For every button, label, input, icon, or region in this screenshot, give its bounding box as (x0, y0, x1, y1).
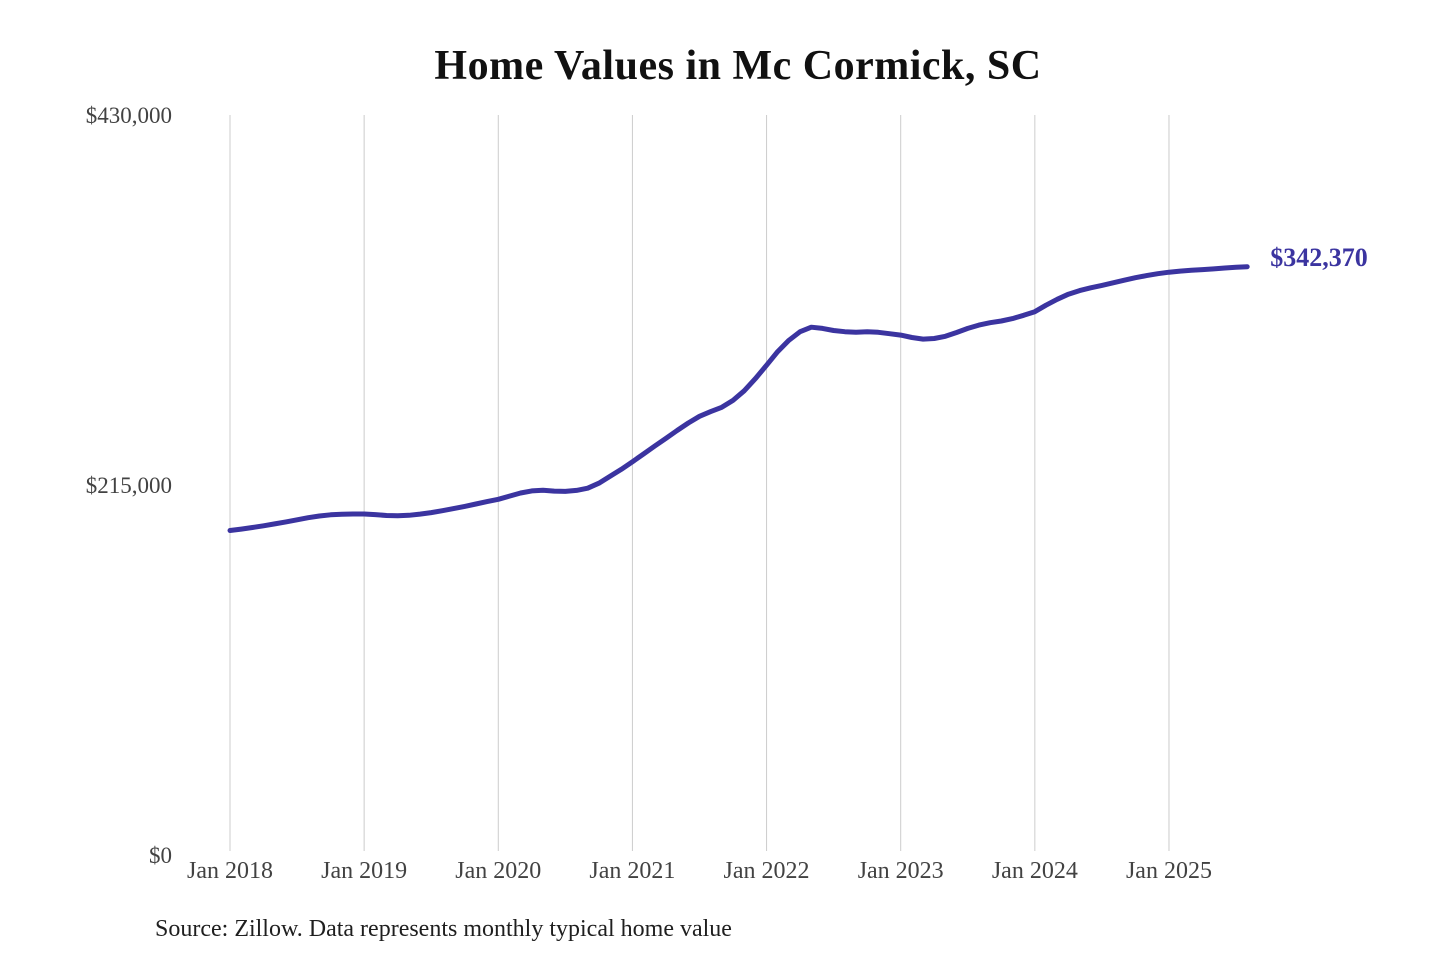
x-tick-label: Jan 2025 (1125, 858, 1212, 884)
x-tick-label: Jan 2019 (321, 858, 408, 884)
y-tick-label: $0 (149, 842, 172, 868)
source-note: Source: Zillow. Data represents monthly … (155, 916, 732, 942)
x-tick-label: Jan 2022 (723, 858, 810, 884)
x-tick-label: Jan 2018 (187, 858, 273, 884)
x-tick-label: Jan 2020 (455, 858, 542, 884)
home-value-line (227, 264, 1250, 533)
y-tick-label: $430,000 (85, 103, 172, 128)
y-tick-label: $215,000 (85, 472, 172, 498)
x-tick-label: Jan 2021 (589, 858, 676, 884)
x-tick-label: Jan 2023 (857, 858, 944, 884)
x-tick-label: Jan 2024 (991, 858, 1078, 884)
gridlines (229, 115, 1170, 851)
chart-title: Home Values in Mc Cormick, SC (434, 43, 1042, 89)
latest-value-label: $342,370 (1270, 242, 1368, 272)
